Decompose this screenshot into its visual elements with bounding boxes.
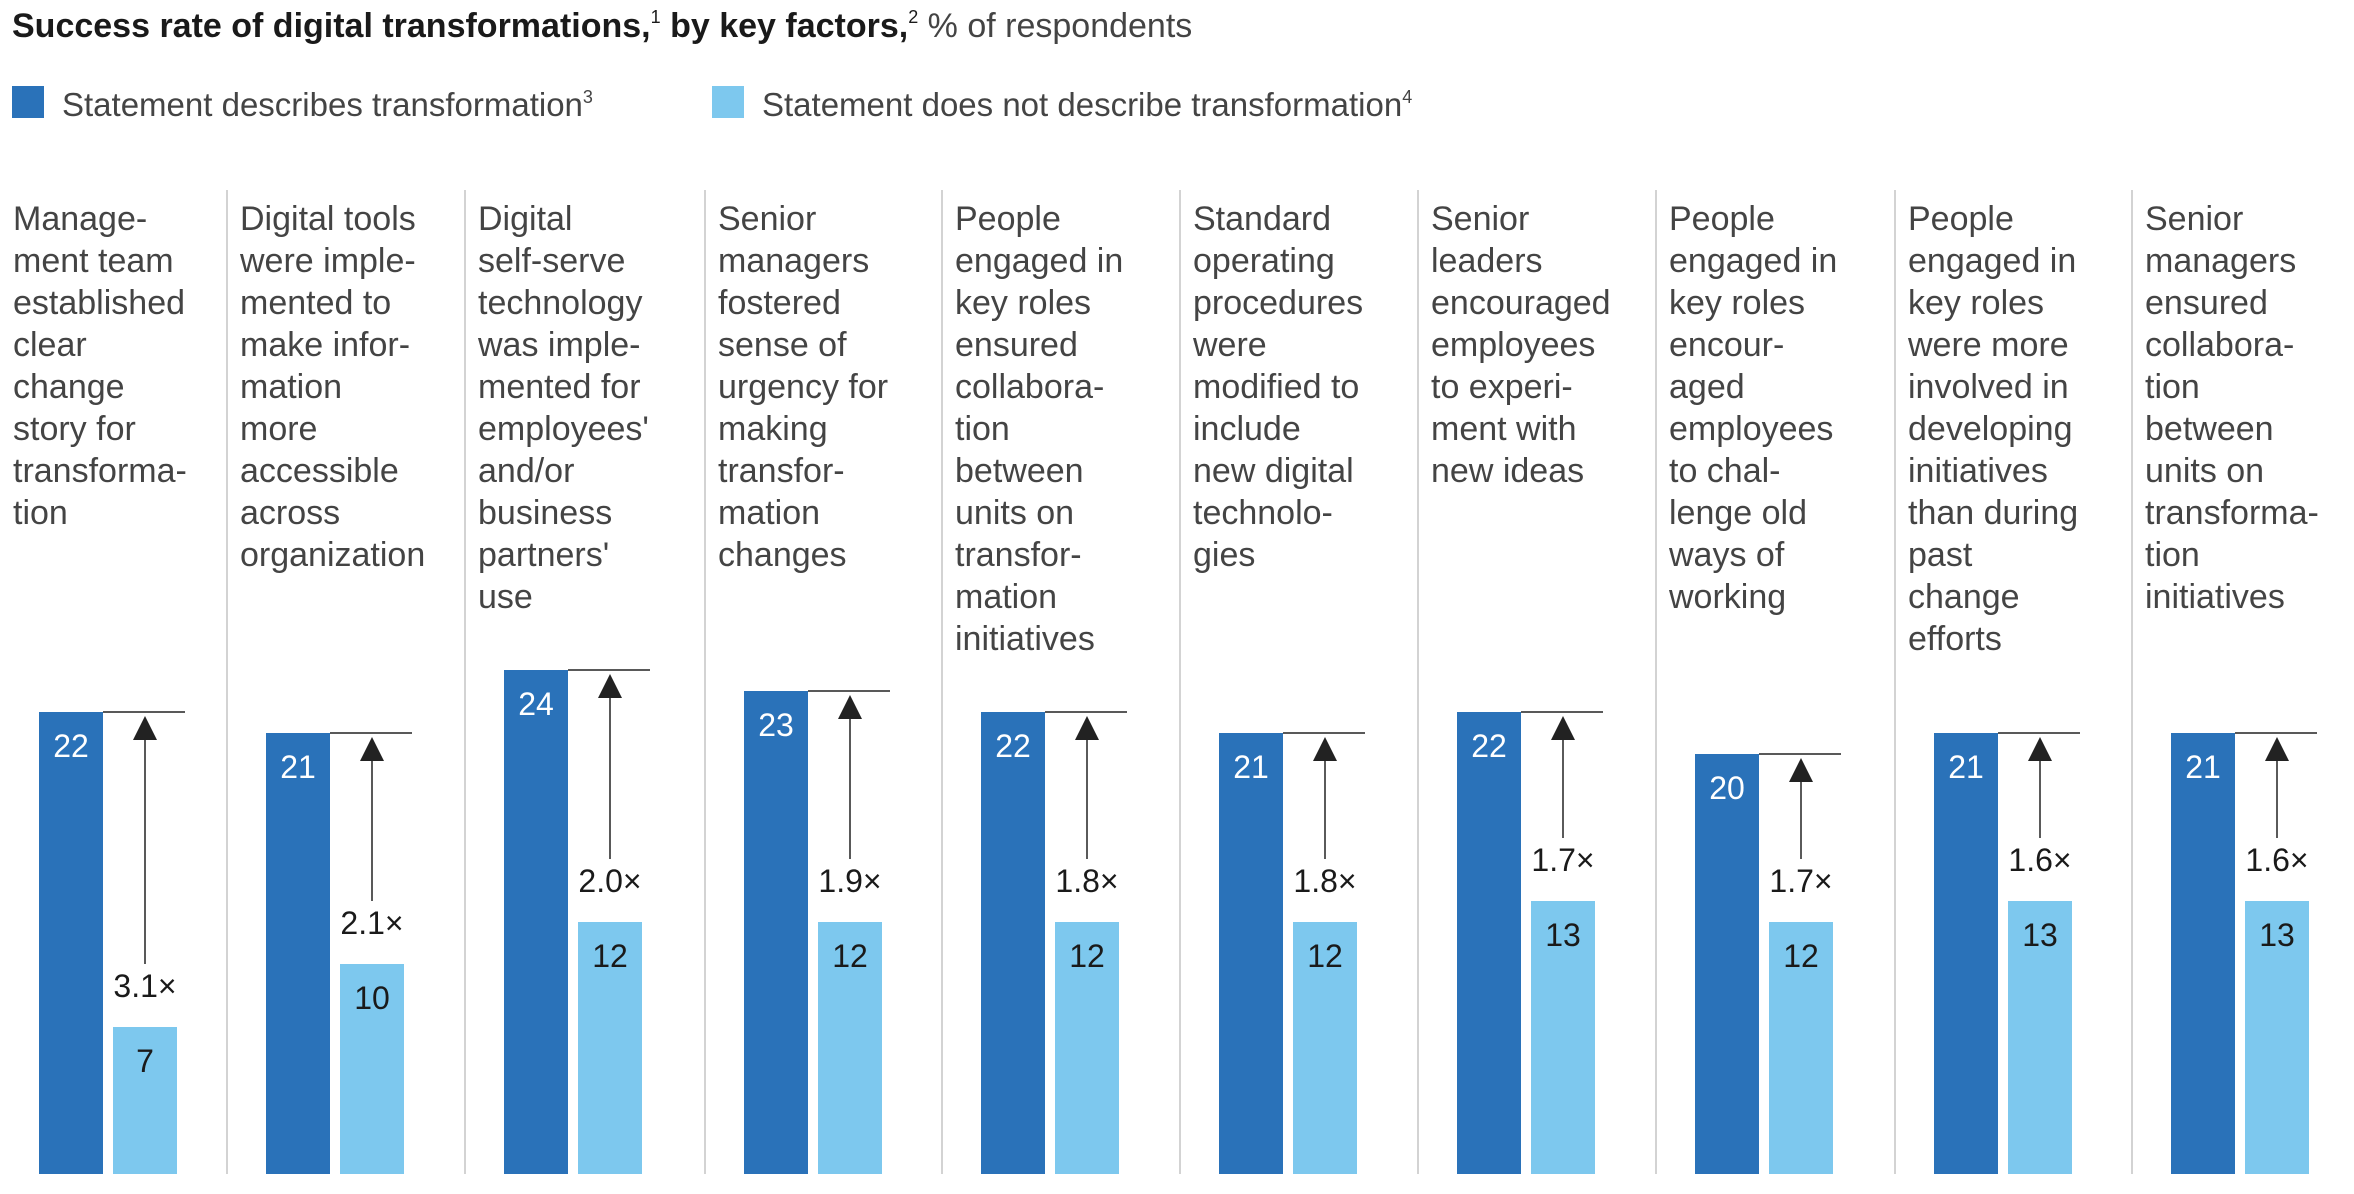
category-label-5: People engaged in key roles ensured collabor…: [955, 200, 1123, 658]
value-label-not-describes-7: 13: [1545, 917, 1581, 953]
bar-describes-6: [1219, 733, 1283, 1174]
bar-not-describes-6: [1293, 922, 1357, 1174]
ratio-arrowhead: [133, 716, 157, 740]
category-label-4: Senior managers fostered sense of urgency fo…: [718, 200, 888, 574]
value-label-describes-7: 22: [1471, 728, 1507, 764]
value-label-not-describes-2: 10: [354, 980, 390, 1016]
bar-describes-7: [1457, 712, 1521, 1174]
bar-not-describes-9: [2008, 901, 2072, 1174]
bar-describes-1: [39, 712, 103, 1174]
ratio-label-7: 1.7×: [1531, 842, 1594, 878]
bars: 22 7 21 10 24 12 23 12 22 12 21 12 22 13 20 12 21 13 21 13: [39, 670, 2309, 1174]
bar-not-describes-3: [578, 922, 642, 1174]
ratio-label-6: 1.8×: [1293, 863, 1356, 899]
value-label-not-describes-6: 12: [1307, 938, 1343, 974]
value-label-describes-5: 22: [995, 728, 1031, 764]
bar-describes-9: [1934, 733, 1998, 1174]
value-label-describes-1: 22: [53, 728, 89, 764]
ratio-label-5: 1.8×: [1055, 863, 1118, 899]
ratio-arrowhead: [1551, 716, 1575, 740]
category-label-9: People engaged in key roles were more involv…: [1907, 200, 2078, 658]
legend: Statement describes transformation3 State…: [12, 86, 1412, 123]
value-label-describes-9: 21: [1948, 749, 1984, 785]
legend-swatch-1: [12, 86, 44, 118]
value-label-describes-2: 21: [280, 749, 316, 785]
value-label-describes-6: 21: [1233, 749, 1269, 785]
ratio-label-1: 3.1×: [113, 968, 176, 1004]
bar-describes-8: [1695, 754, 1759, 1174]
value-label-not-describes-9: 13: [2022, 917, 2058, 953]
ratio-arrowhead: [2028, 737, 2052, 761]
bar-not-describes-4: [818, 922, 882, 1174]
ratio-arrowhead: [838, 695, 862, 719]
category-label-10: Senior managers ensured collabora-tion betwe…: [2145, 200, 2319, 616]
ratio-label-2: 2.1×: [340, 905, 403, 941]
title-main: Success rate of digital transformations,: [12, 7, 651, 45]
ratio-arrowhead: [2265, 737, 2289, 761]
legend-label-2: Statement does not describe transformati…: [762, 86, 1412, 123]
legend-label-1: Statement describes transformation3: [62, 86, 593, 123]
value-label-describes-3: 24: [518, 686, 554, 722]
column-dividers: [226, 190, 2133, 1174]
value-label-describes-4: 23: [758, 707, 794, 743]
ratio-label-9: 1.6×: [2008, 842, 2071, 878]
title-main-2: by key factors,: [661, 7, 909, 45]
value-label-not-describes-8: 12: [1783, 938, 1819, 974]
value-label-not-describes-5: 12: [1069, 938, 1105, 974]
bar-describes-10: [2171, 733, 2235, 1174]
title-subtitle: % of respondents: [918, 7, 1192, 45]
category-label-8: People engaged in key roles encour-aged empl…: [1668, 200, 1837, 616]
category-label-2: Digital tools were imple-mented to make in…: [239, 200, 425, 574]
ratio-arrowhead: [1075, 716, 1099, 740]
category-label-3: Digital self-serve technology was imple-men…: [477, 200, 649, 616]
category-label-6: Standard operating procedures were modified …: [1192, 200, 1363, 574]
category-labels: Manage-ment team established clear change st…: [13, 200, 2319, 658]
ratio-label-8: 1.7×: [1769, 863, 1832, 899]
ratio-arrowhead: [1313, 737, 1337, 761]
bar-describes-2: [266, 733, 330, 1174]
category-label-1: Manage-ment team established clear change st…: [13, 200, 187, 532]
bar-not-describes-5: [1055, 922, 1119, 1174]
bar-describes-4: [744, 691, 808, 1174]
value-label-describes-10: 21: [2185, 749, 2221, 785]
ratio-label-4: 1.9×: [818, 863, 881, 899]
value-label-not-describes-10: 13: [2259, 917, 2295, 953]
value-label-not-describes-3: 12: [592, 938, 628, 974]
bar-not-describes-2: [340, 964, 404, 1174]
ratio-arrowhead: [1789, 758, 1813, 782]
ratio-arrowhead: [598, 674, 622, 698]
ratio-label-3: 2.0×: [578, 863, 641, 899]
title-footnote-1: 1: [651, 7, 661, 27]
ratio-arrows: 3.1× 2.1× 2.0× 1.9× 1.8× 1.8× 1.7× 1.7× 1.6× 1.6×: [103, 669, 2317, 1004]
bar-not-describes-8: [1769, 922, 1833, 1174]
bar-not-describes-7: [1531, 901, 1595, 1174]
bar-not-describes-1: [113, 1027, 177, 1174]
ratio-label-10: 1.6×: [2245, 842, 2308, 878]
legend-swatch-2: [712, 86, 744, 118]
title-footnote-2: 2: [908, 7, 918, 27]
bar-describes-5: [981, 712, 1045, 1174]
chart-title: Success rate of digital transformations,…: [12, 7, 1192, 45]
bar-not-describes-10: [2245, 901, 2309, 1174]
value-label-describes-8: 20: [1709, 770, 1745, 806]
bar-describes-3: [504, 670, 568, 1174]
ratio-arrowhead: [360, 737, 384, 761]
category-label-7: Senior leaders encouraged employees to exper…: [1431, 200, 1611, 490]
value-label-not-describes-1: 7: [136, 1043, 154, 1079]
value-label-not-describes-4: 12: [832, 938, 868, 974]
svg-text:Success rate of digital transf: Success rate of digital transformations,…: [12, 7, 1192, 45]
